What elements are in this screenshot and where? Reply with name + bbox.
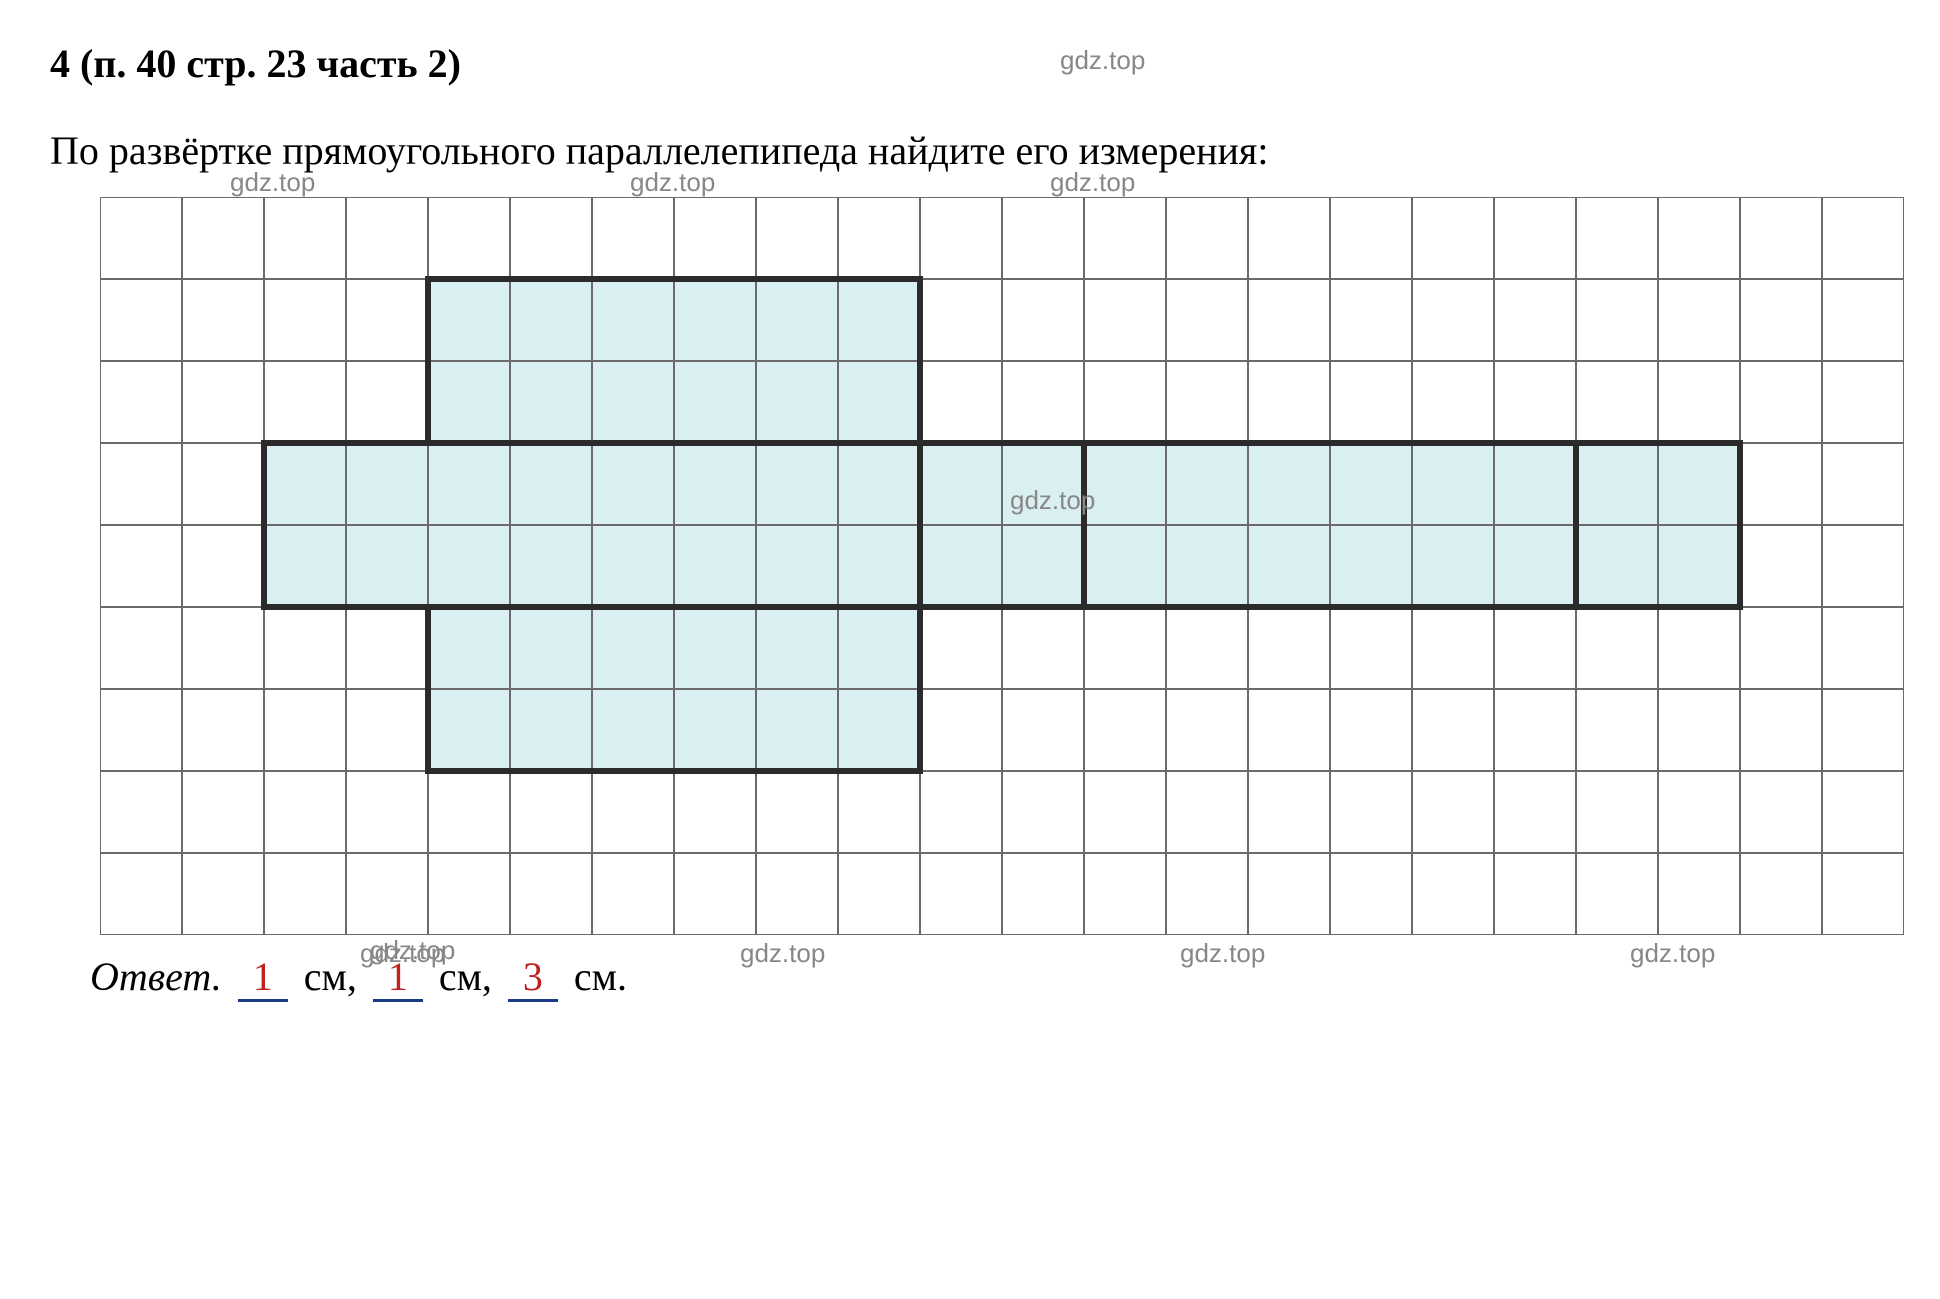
- answer-line: Ответ. 1 см, 1 см, 3 см.: [90, 953, 1890, 1002]
- problem-title: 4 (п. 40 стр. 23 часть 2): [50, 40, 1890, 87]
- watermark: gdz.top: [370, 935, 455, 966]
- problem-prompt: По развёртке прямоугольного параллелепип…: [50, 115, 1890, 187]
- answer-value-1: 1: [238, 955, 288, 1002]
- watermark: gdz.top: [1060, 45, 1145, 76]
- answer-unit: см: [304, 954, 347, 999]
- answer-label: Ответ.: [90, 954, 222, 999]
- watermark: gdz.top: [1010, 485, 1095, 516]
- watermark: gdz.top: [630, 167, 715, 198]
- grid-figure: gdz.top gdz.top gdz.top gdz.top gdz.top …: [100, 197, 1890, 935]
- watermark: gdz.top: [1050, 167, 1135, 198]
- answer-value-3: 3: [508, 955, 558, 1002]
- unfolded-net: [100, 197, 1904, 935]
- answer-unit: см: [574, 954, 617, 999]
- watermark: gdz.top: [230, 167, 315, 198]
